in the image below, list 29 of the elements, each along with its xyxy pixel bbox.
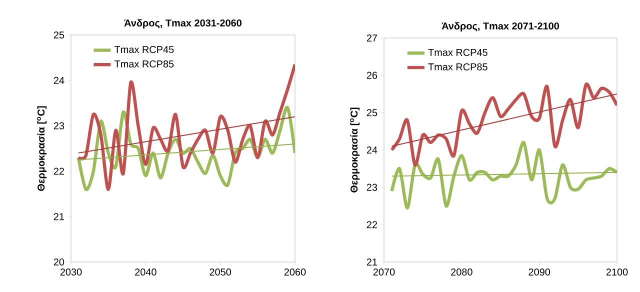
legend-label: Tmax RCP85 — [114, 60, 174, 68]
y-axis-title: Θερμοκρασία [$^{o}$C] — [350, 108, 360, 192]
chart-title: Άνδρος, Tmax 2071-2100 — [442, 22, 559, 32]
x-tick-label: 2050 — [210, 268, 232, 276]
y-tick-label: 26 — [366, 72, 378, 79]
x-tick-label: 2100 — [606, 268, 628, 276]
y-tick-label: 25 — [54, 31, 64, 39]
y-tick-label: 21 — [366, 258, 378, 266]
x-tick-label: 2070 — [373, 268, 395, 276]
x-tick-label: 2060 — [284, 268, 306, 276]
y-tick-label: 25 — [366, 109, 378, 116]
y-tick-label: 22 — [54, 168, 64, 175]
chart-title: Άνδρος, Tmax 2031-2060 — [124, 19, 242, 28]
y-tick-label: 22 — [366, 221, 377, 228]
y-tick-label: 23 — [366, 184, 378, 191]
x-tick-label: 2030 — [60, 268, 82, 276]
y-tick-label: 20 — [54, 258, 64, 266]
y-tick-label: 23 — [54, 122, 64, 130]
y-axis-title: Θερμοκρασία [$^{o}$C] — [37, 106, 47, 191]
y-tick-label: 27 — [366, 34, 377, 42]
legend-label: Tmax RCP85 — [428, 63, 488, 70]
x-tick-label: 2040 — [135, 268, 156, 276]
x-tick-label: 2080 — [451, 268, 472, 276]
legend-label: Tmax RCP45 — [428, 48, 488, 56]
y-tick-label: 24 — [366, 146, 378, 154]
y-tick-label: 24 — [54, 76, 64, 84]
y-tick-label: 21 — [54, 213, 64, 220]
x-tick-label: 2090 — [528, 268, 550, 276]
legend-label: Tmax RCP45 — [114, 46, 174, 54]
